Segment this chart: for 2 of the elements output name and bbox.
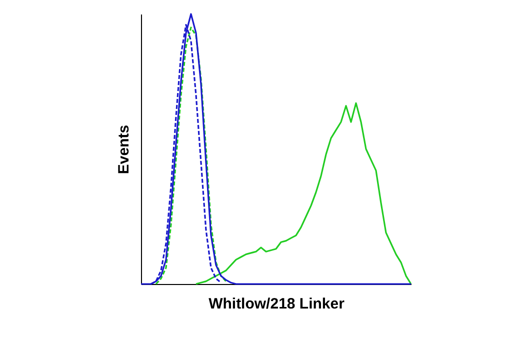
x-axis-title: Whitlow/218 Linker [208, 296, 345, 312]
y-axis-title: Events [116, 124, 132, 174]
